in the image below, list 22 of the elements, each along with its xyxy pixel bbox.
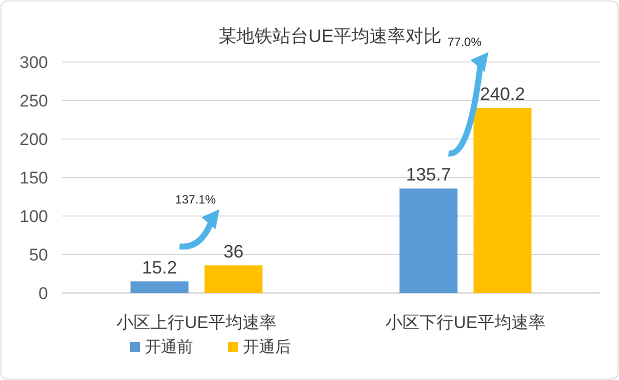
data-label: 15.2 bbox=[142, 257, 178, 278]
y-tick-label: 0 bbox=[38, 284, 48, 303]
annotation: 137.1% bbox=[175, 192, 216, 206]
y-tick-label: 300 bbox=[20, 53, 48, 72]
data-label: 240.2 bbox=[480, 84, 526, 104]
legend-label: 开通前 bbox=[145, 338, 193, 356]
data-label: 135.7 bbox=[406, 164, 452, 185]
x-tick-label: 小区下行UE平均速率 bbox=[386, 313, 546, 332]
y-tick-label: 150 bbox=[20, 168, 48, 188]
y-tick-label: 200 bbox=[20, 130, 48, 149]
y-tick-label: 250 bbox=[20, 92, 48, 110]
legend-label: 开通后 bbox=[243, 338, 291, 356]
data-label: 36 bbox=[223, 241, 244, 262]
y-tick-label: 100 bbox=[20, 207, 48, 226]
chart-title: 某地铁站台UE平均速率对比 bbox=[218, 26, 442, 46]
text: 77.0% bbox=[447, 35, 482, 50]
bar bbox=[130, 281, 188, 293]
bar bbox=[474, 108, 532, 293]
y-tick-label: 50 bbox=[29, 246, 48, 264]
bar bbox=[204, 265, 262, 293]
x-tick-label: 小区上行UE平均速率 bbox=[116, 313, 276, 332]
bar bbox=[400, 188, 458, 293]
